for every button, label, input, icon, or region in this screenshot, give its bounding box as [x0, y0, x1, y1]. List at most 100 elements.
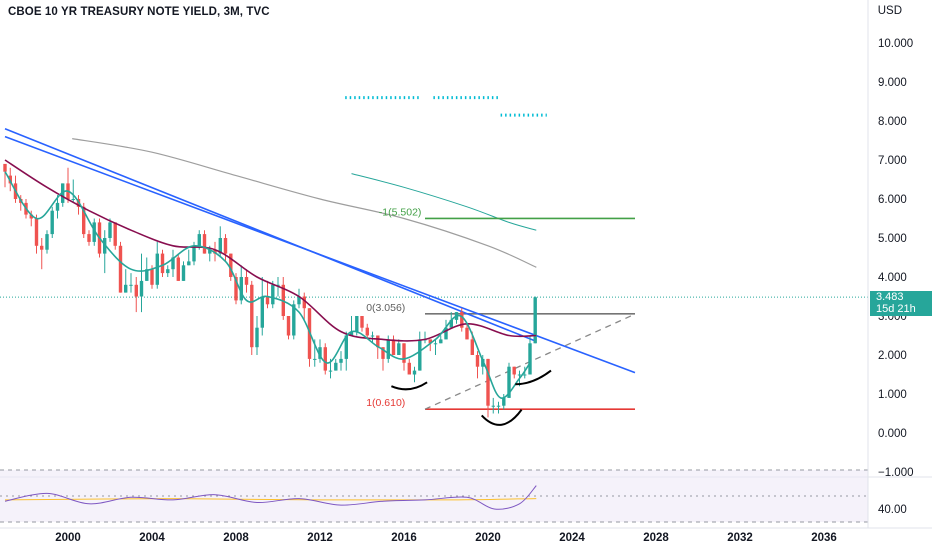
time-tick-label: 2016: [391, 532, 417, 544]
candle-body: [55, 202, 60, 211]
ma-teal-line: [351, 173, 537, 231]
candle-body: [502, 397, 506, 406]
price-pane[interactable]: -1(5.502) 0(3.056) 1(0.610): [0, 96, 868, 426]
candle-body: [244, 277, 249, 285]
candle-body: [339, 358, 343, 363]
candle-body: [475, 355, 480, 367]
candle-body: [323, 347, 327, 371]
candle-body: [433, 343, 438, 345]
time-tick-label: 2036: [811, 532, 837, 544]
candle-body: [365, 327, 369, 336]
candle-body: [92, 222, 96, 242]
candle-body: [428, 339, 432, 344]
candle-body: [470, 339, 474, 355]
price-tick-label: 5.000: [878, 233, 907, 245]
candle-body: [166, 269, 170, 274]
candle-body: [491, 405, 495, 407]
last-price-tag: 3.483: [870, 291, 932, 303]
candle-body: [355, 316, 359, 332]
currency-label: USD: [877, 5, 902, 17]
candle-body: [318, 347, 322, 359]
price-tick-label: 7.000: [878, 155, 907, 167]
candle-body: [349, 331, 354, 336]
time-tick-label: 2012: [307, 532, 333, 544]
rsi-pane[interactable]: [0, 469, 932, 523]
candle-body: [528, 343, 532, 375]
lower-trendline: [4, 135, 636, 374]
candle-body: [276, 284, 280, 286]
candle-body: [50, 210, 54, 235]
rsi-tick-label: 40.00: [878, 504, 907, 516]
candle-body: [134, 284, 138, 297]
candle-body: [360, 316, 364, 328]
time-axis[interactable]: 2000 2004 2008 2012 2016 2020 2024 2028 2032 2036: [0, 527, 932, 544]
candle-body: [449, 319, 453, 328]
candle-body: [208, 249, 212, 254]
price-tick-label: 1.000: [878, 389, 907, 401]
candle-body: [507, 366, 511, 398]
candle-body: [176, 257, 180, 281]
candle-body: [181, 265, 186, 281]
candle-body: [3, 163, 7, 172]
candle-body: [113, 222, 117, 246]
candle-body: [103, 238, 107, 254]
time-tick-label: 2020: [475, 532, 501, 544]
candle-body: [250, 284, 254, 348]
candle-body: [213, 249, 217, 254]
candle-body: [297, 296, 301, 305]
ma-long-line: [4, 159, 537, 342]
candle-body: [118, 245, 123, 293]
candle-body: [223, 238, 228, 254]
candle-body: [197, 234, 201, 246]
time-tick-label: 2024: [559, 532, 585, 544]
candle-body: [139, 280, 144, 297]
price-tick-label: 4.000: [878, 272, 907, 284]
candle-body: [481, 358, 485, 367]
drawn-cup-mark: [515, 369, 552, 386]
time-tick-label: 2008: [223, 532, 249, 544]
candle-body: [239, 277, 243, 301]
candle-body: [286, 316, 291, 336]
candle-body: [444, 327, 448, 340]
candle-body: [370, 335, 375, 337]
candle-body: [202, 234, 207, 254]
countdown-tag: 15d 21h: [870, 303, 932, 316]
candle-body: [82, 206, 86, 235]
candle-body: [517, 374, 522, 376]
price-tick-label: 0.000: [878, 428, 907, 440]
candle-body: [40, 245, 44, 250]
candle-body: [313, 358, 317, 360]
candle-body: [45, 234, 49, 250]
time-tick-label: 2004: [139, 532, 165, 544]
candle-body: [344, 335, 348, 359]
candle-body: [302, 296, 306, 309]
candle-body: [391, 339, 396, 355]
candle-body: [512, 366, 516, 375]
time-tick-label: 2032: [727, 532, 753, 544]
candle-body: [129, 284, 133, 286]
candle-body: [171, 257, 175, 270]
chart-title: CBOE 10 YR TREASURY NOTE YIELD, 3M, TVC: [8, 6, 270, 18]
candle-body: [460, 312, 464, 328]
candle-body: [108, 222, 112, 238]
candle-body: [334, 362, 338, 371]
fib-level-label: -1(5.502): [379, 206, 422, 218]
candle-body: [229, 253, 233, 277]
candle-body: [486, 358, 490, 406]
candle-body: [292, 304, 296, 336]
candle-body: [407, 362, 411, 375]
price-tick-label: 6.000: [878, 194, 907, 206]
candle-body: [439, 339, 443, 344]
candle-body: [381, 347, 385, 359]
candle-body: [155, 253, 159, 285]
candle-body: [29, 214, 33, 219]
candle-body: [496, 405, 501, 407]
time-tick-label: 2000: [55, 532, 81, 544]
candle-body: [34, 218, 39, 246]
candle-body: [218, 238, 222, 254]
candle-body: [265, 296, 270, 305]
candle-body: [418, 339, 422, 371]
upper-trendline: [4, 128, 537, 343]
